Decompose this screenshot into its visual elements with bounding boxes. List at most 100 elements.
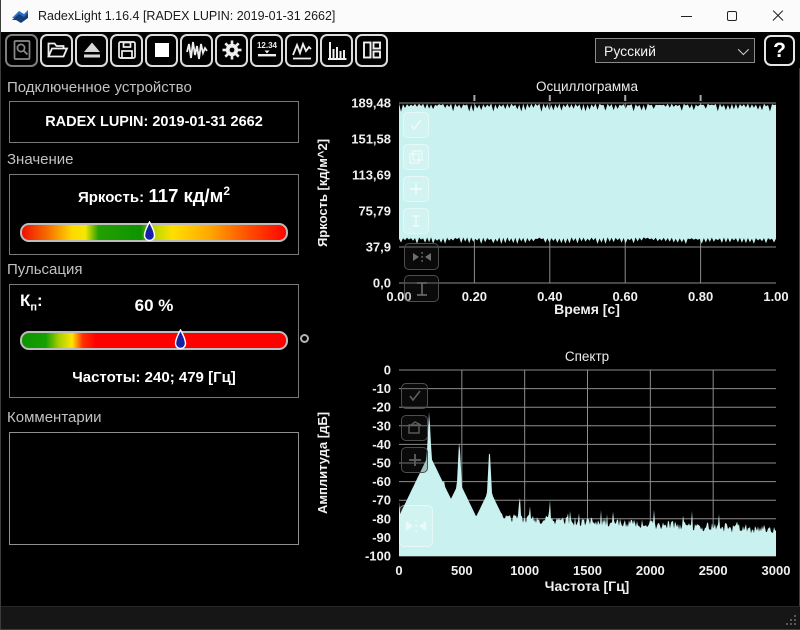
svg-text:1.00: 1.00 <box>763 289 788 304</box>
svg-text:2500: 2500 <box>699 563 728 578</box>
graph-zoom-tool[interactable] <box>403 208 429 234</box>
pulsation-section-title: Пульсация <box>7 261 83 278</box>
oscillogram-title: Осциллограмма <box>536 79 638 94</box>
svg-text:2000: 2000 <box>636 563 665 578</box>
comments-input[interactable] <box>10 433 298 544</box>
app-logo-icon <box>12 10 28 23</box>
close-button[interactable] <box>755 0 800 32</box>
brightness-value-line: Яркость: 117 кд/м2 <box>10 184 298 207</box>
oscillogram-view-button[interactable] <box>285 33 318 67</box>
spectrum-fit-button[interactable] <box>399 505 433 547</box>
spectrum-move-tool[interactable] <box>401 447 428 473</box>
fit-horizontal-icon <box>412 251 431 262</box>
graph-copy-tool[interactable] <box>403 144 429 170</box>
device-box: RADEX LUPIN: 2019-01-31 2662 <box>9 101 299 143</box>
comments-box <box>9 432 299 545</box>
close-icon <box>772 10 784 22</box>
value-section-title: Значение <box>7 151 74 168</box>
svg-text:37,9: 37,9 <box>366 239 391 254</box>
check-tool-icon <box>410 119 422 131</box>
svg-text:0.60: 0.60 <box>613 289 638 304</box>
eject-button[interactable] <box>75 33 108 67</box>
spectrum-view-button[interactable] <box>320 33 353 67</box>
numeric-display-button[interactable]: 12.34 <box>250 33 283 67</box>
svg-text:-20: -20 <box>372 400 391 415</box>
frequencies-value: Частоты: 240; 479 [Гц] <box>72 369 236 386</box>
resize-grip-icon[interactable] <box>784 613 796 625</box>
spectrum-title: Спектр <box>565 349 609 364</box>
svg-text:0.40: 0.40 <box>537 289 562 304</box>
spectrum-copy-tool[interactable] <box>401 415 428 441</box>
minimize-button[interactable] <box>663 0 709 32</box>
svg-text:113,69: 113,69 <box>352 167 391 182</box>
minimize-icon <box>680 15 692 17</box>
fit-y-axis-button[interactable] <box>404 275 439 302</box>
copy-tool-icon <box>409 150 423 164</box>
settings-button[interactable] <box>215 33 248 67</box>
svg-text:0: 0 <box>395 563 402 578</box>
save-icon <box>117 41 136 59</box>
device-section-title: Подключенное устройство <box>7 79 192 96</box>
plus-tool-icon <box>408 454 421 466</box>
fit-horizontal-icon <box>406 519 426 533</box>
signal-button[interactable] <box>180 33 213 67</box>
brightness-marker-icon <box>143 221 155 242</box>
eject-icon <box>83 42 100 58</box>
graph-move-tool[interactable] <box>403 176 429 202</box>
svg-text:189,48: 189,48 <box>351 96 391 111</box>
oscillogram-chart[interactable]: Осциллограмма 189,48 151,58 113,69 75,79 37,… <box>311 78 793 321</box>
brightness-scale <box>20 221 288 242</box>
gear-icon <box>222 40 241 60</box>
numeric-display-icon: 12.34 <box>256 41 277 57</box>
zoom-document-icon <box>13 40 30 60</box>
brightness-box: Яркость: 117 кд/м2 <box>9 174 299 255</box>
svg-text:0.80: 0.80 <box>688 289 713 304</box>
svg-text:-30: -30 <box>372 418 391 433</box>
pulsation-box: Кп: 60 % Частоты: 240; 479 [Гц] <box>9 284 299 398</box>
ibeam-tool-icon <box>412 215 420 227</box>
maximize-button[interactable] <box>709 0 755 32</box>
svg-text:1500: 1500 <box>573 563 602 578</box>
stop-icon <box>154 43 169 57</box>
svg-text:-60: -60 <box>372 474 391 489</box>
status-bar <box>1 606 800 629</box>
save-button[interactable] <box>110 33 143 67</box>
line-chart-icon <box>291 41 312 60</box>
language-value: Русский <box>604 42 656 59</box>
help-button[interactable]: ? <box>764 35 795 66</box>
svg-text:-10: -10 <box>372 381 391 396</box>
brightness-value: 117 кд/м2 <box>148 184 231 207</box>
spectrum-select-tool[interactable] <box>401 383 428 409</box>
copy-tool-icon <box>407 421 421 434</box>
panel-splitter-handle[interactable] <box>300 334 309 343</box>
svg-text:-80: -80 <box>372 511 391 526</box>
svg-text:0,0: 0,0 <box>373 276 391 291</box>
svg-text:-40: -40 <box>372 437 391 452</box>
preview-button[interactable] <box>5 33 38 67</box>
language-dropdown[interactable]: Русский <box>595 38 755 63</box>
titlebar: RadexLight 1.16.4 [RADEX LUPIN: 2019-01-… <box>1 0 800 32</box>
kp-label: Кп: <box>20 291 43 314</box>
open-folder-icon <box>46 42 68 58</box>
fit-x-axis-button[interactable] <box>404 243 439 270</box>
stop-button[interactable] <box>145 33 178 67</box>
kp-value: 60 % <box>134 296 174 315</box>
svg-text:75,79: 75,79 <box>358 204 391 219</box>
open-button[interactable] <box>40 33 73 67</box>
help-icon: ? <box>773 38 786 62</box>
layout-button[interactable] <box>355 33 388 67</box>
svg-text:151,58: 151,58 <box>351 132 391 147</box>
svg-text:-50: -50 <box>372 456 391 471</box>
spectrum-chart[interactable]: Спектр 0 -10 -20 -30 -40 -50 -60 -70 -80 -90 -100 0… <box>311 348 793 600</box>
numeric-icon-text: 12.34 <box>256 41 277 50</box>
svg-text:-100: -100 <box>365 549 391 564</box>
check-tool-icon <box>408 390 421 402</box>
oscillogram-xlabel: Время [с] <box>554 301 620 317</box>
svg-text:500: 500 <box>451 563 473 578</box>
brightness-label: Яркость: <box>77 189 145 207</box>
graph-select-tool[interactable] <box>403 112 429 138</box>
waveform-icon <box>185 41 208 60</box>
comments-section-title: Комментарии <box>7 409 102 426</box>
pulsation-scale <box>20 329 288 350</box>
svg-text:1000: 1000 <box>510 563 539 578</box>
